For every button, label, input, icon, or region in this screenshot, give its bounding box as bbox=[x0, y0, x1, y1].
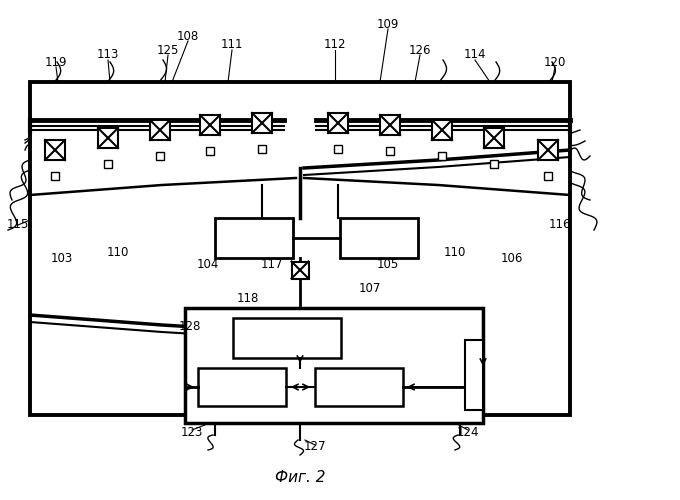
Bar bbox=[45, 140, 65, 160]
Text: 128: 128 bbox=[179, 320, 201, 334]
Text: 106: 106 bbox=[500, 252, 523, 264]
Bar bbox=[30, 82, 570, 415]
Text: 116: 116 bbox=[549, 218, 571, 232]
Text: 120: 120 bbox=[544, 56, 566, 68]
Bar bbox=[538, 140, 558, 160]
Text: Фиг. 2: Фиг. 2 bbox=[275, 470, 325, 486]
Bar bbox=[484, 128, 504, 148]
Text: 124: 124 bbox=[457, 426, 479, 438]
Bar bbox=[206, 147, 214, 155]
Bar bbox=[315, 368, 403, 406]
Bar bbox=[490, 160, 498, 168]
Bar bbox=[252, 113, 272, 133]
Text: 111: 111 bbox=[221, 38, 243, 52]
Bar bbox=[51, 172, 59, 180]
Text: 119: 119 bbox=[45, 56, 67, 68]
Text: 127: 127 bbox=[304, 440, 326, 454]
Text: 123: 123 bbox=[181, 426, 203, 438]
Text: 112: 112 bbox=[324, 38, 346, 52]
Bar bbox=[386, 147, 394, 155]
Bar bbox=[258, 145, 266, 153]
Bar bbox=[465, 340, 483, 410]
Text: 103: 103 bbox=[51, 252, 73, 264]
Bar bbox=[292, 262, 309, 278]
Bar bbox=[334, 145, 342, 153]
Text: 104: 104 bbox=[197, 258, 219, 272]
Bar bbox=[98, 128, 118, 148]
Text: 109: 109 bbox=[377, 18, 399, 30]
Bar bbox=[328, 113, 348, 133]
Bar bbox=[432, 120, 452, 140]
Bar bbox=[156, 152, 164, 160]
Text: 125: 125 bbox=[157, 44, 180, 57]
Text: 126: 126 bbox=[409, 44, 431, 57]
Text: 110: 110 bbox=[444, 246, 466, 258]
Text: 107: 107 bbox=[359, 282, 381, 294]
Text: 108: 108 bbox=[177, 30, 199, 43]
Text: 114: 114 bbox=[464, 48, 486, 62]
Bar bbox=[544, 172, 552, 180]
Bar bbox=[200, 115, 220, 135]
Bar bbox=[185, 308, 483, 423]
Bar bbox=[150, 120, 170, 140]
Bar bbox=[215, 218, 293, 258]
Text: 113: 113 bbox=[97, 48, 119, 62]
Bar bbox=[104, 160, 112, 168]
Text: 118: 118 bbox=[237, 292, 259, 304]
Text: 115: 115 bbox=[7, 218, 29, 232]
Bar bbox=[198, 368, 286, 406]
Bar bbox=[438, 152, 446, 160]
Text: 110: 110 bbox=[107, 246, 129, 258]
Text: 105: 105 bbox=[377, 258, 399, 272]
Bar bbox=[380, 115, 400, 135]
Bar bbox=[340, 218, 418, 258]
Text: 117: 117 bbox=[260, 258, 284, 272]
Bar bbox=[233, 318, 341, 358]
